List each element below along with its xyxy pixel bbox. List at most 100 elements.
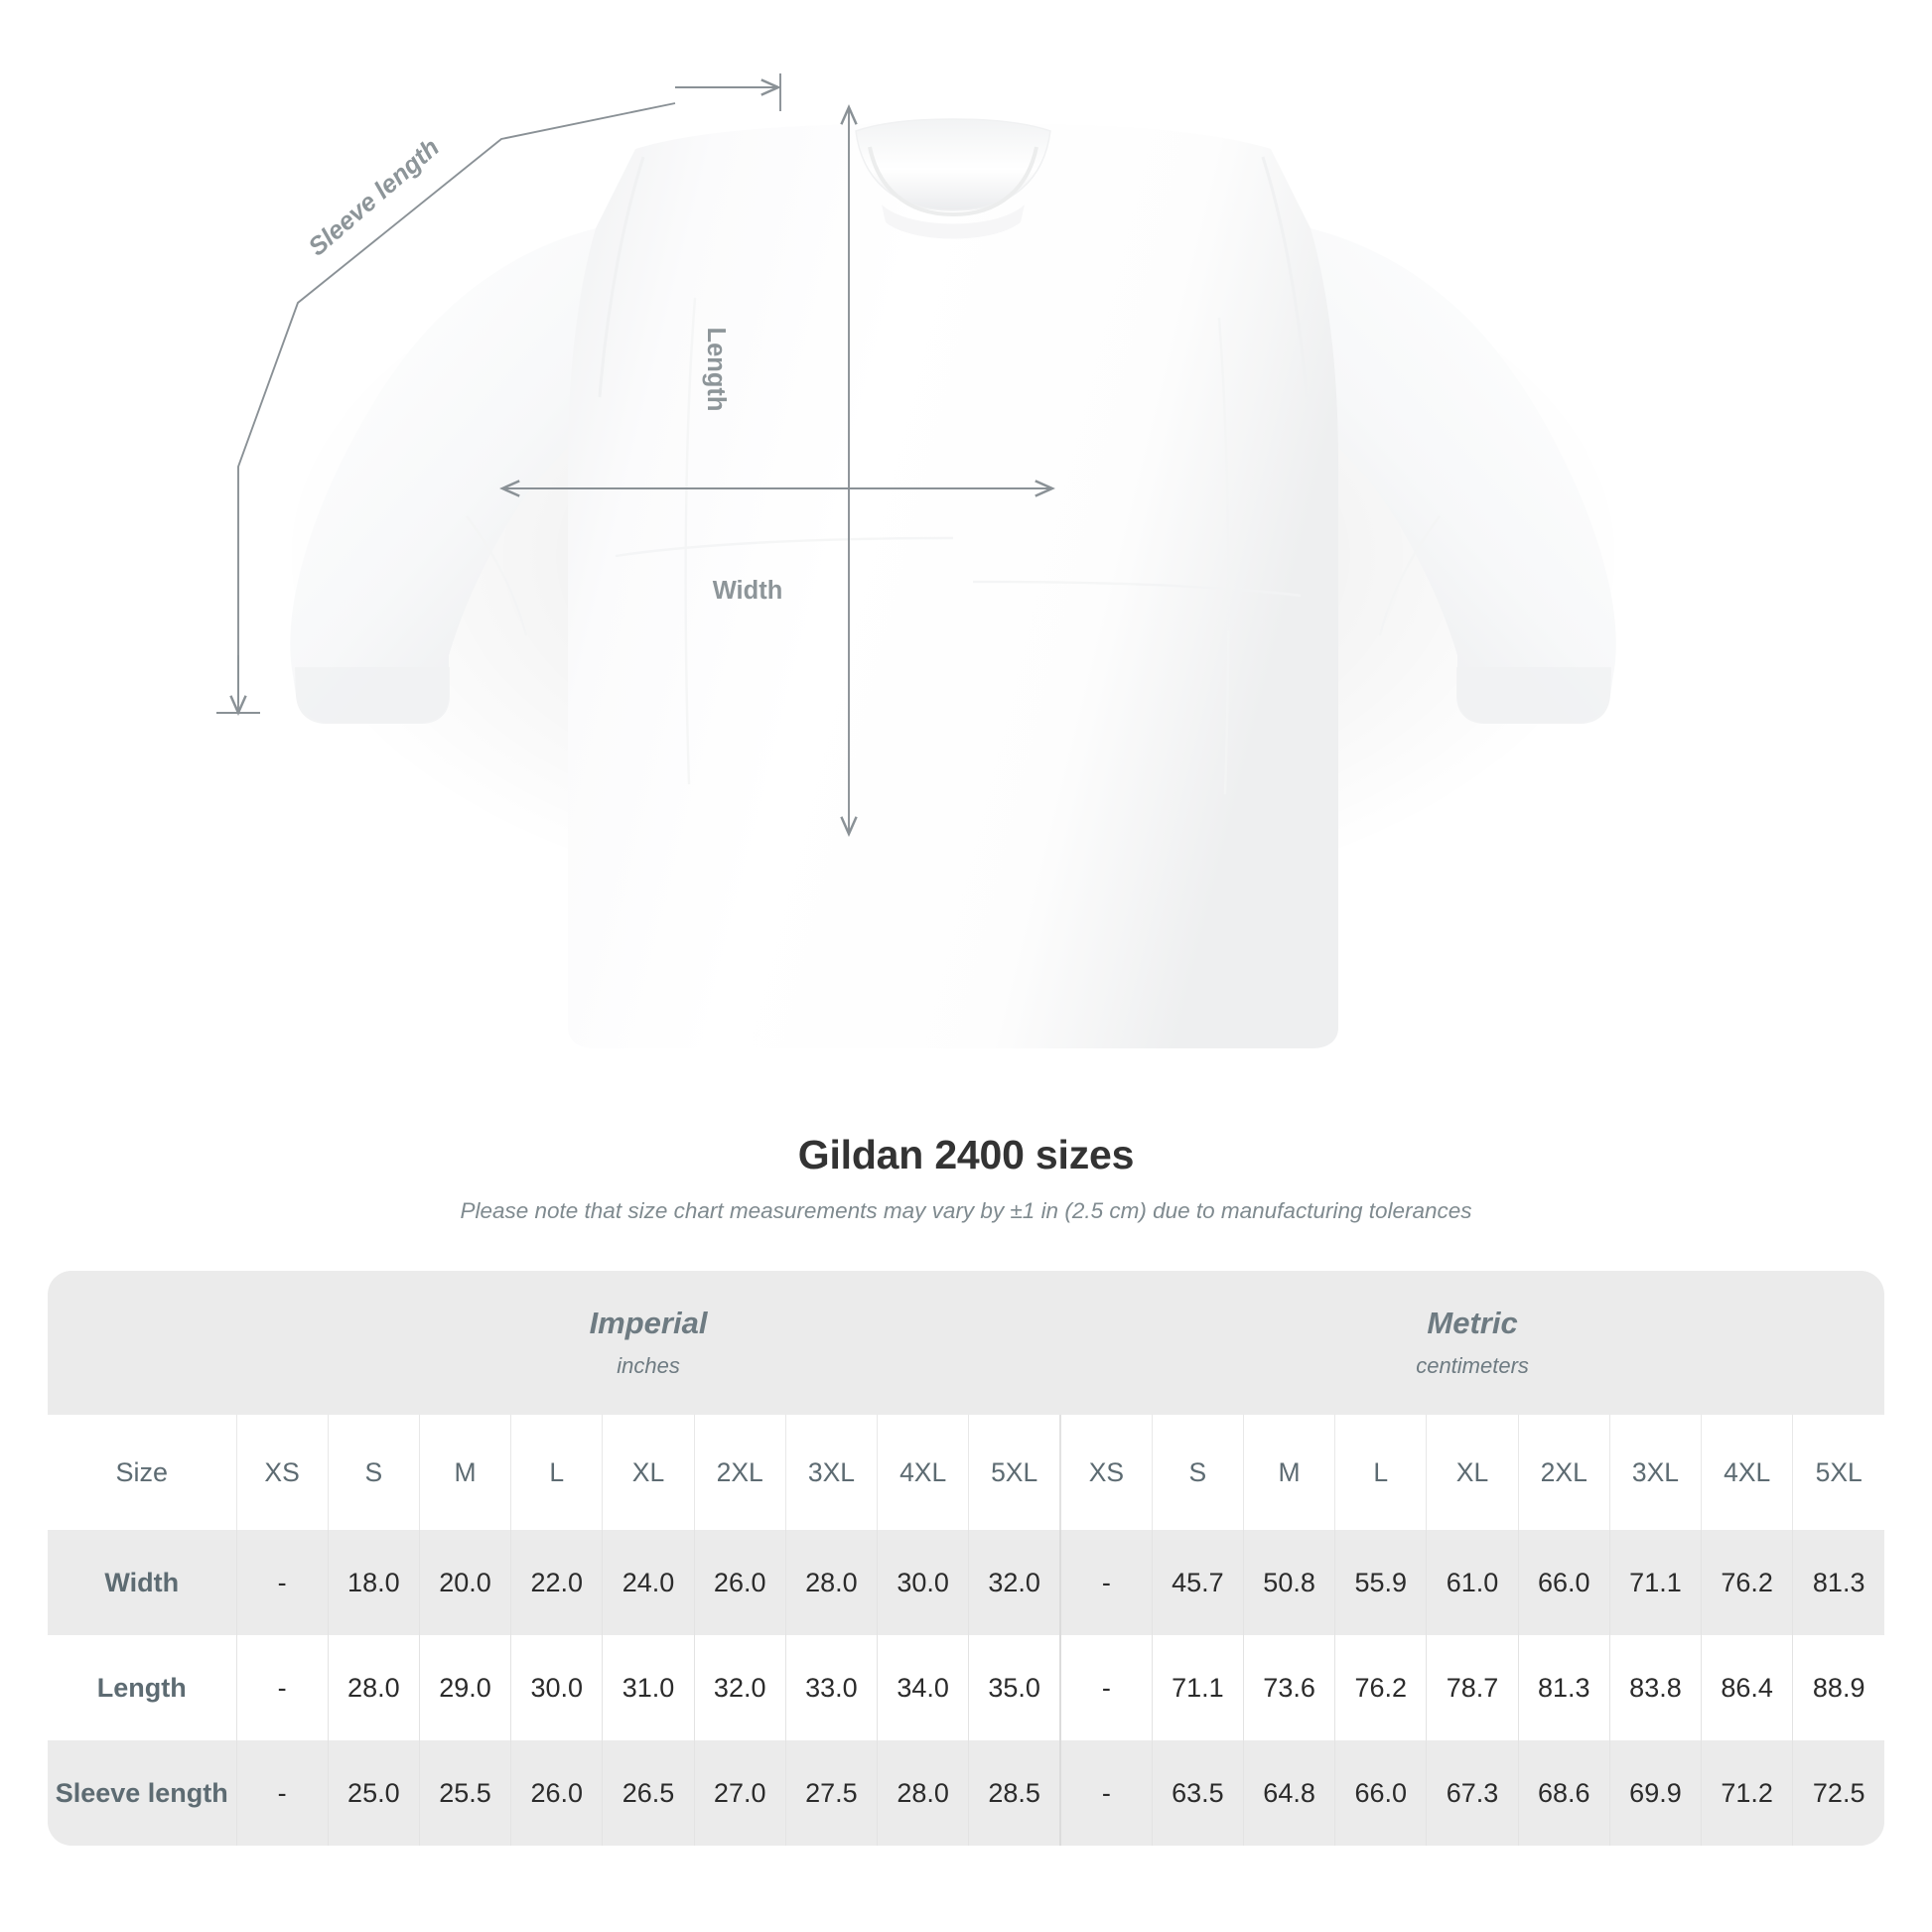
table-row: Width -18.0 20.0 22.0 24.0 26.0 28.0 30.0 32.0-4… [48,1530,1885,1635]
cell-sleeve-length-imperial-5XL: 28.5 [968,1740,1061,1846]
shirt-body [568,123,1338,1048]
table-row: Sleeve length -25.0 25.5 26.0 26.5 27.0 27.5 28… [48,1740,1885,1846]
cell-sleeve-length-imperial-S: 25.0 [327,1740,420,1846]
cell-length-imperial-2XL: 32.0 [693,1635,786,1740]
cell-length-imperial-S: 28.0 [327,1635,420,1740]
cell-length-imperial-3XL: 33.0 [784,1635,878,1740]
cell-sleeve-length-imperial-L: 26.0 [510,1740,603,1846]
size-header-imperial-3XL: 3XL [784,1415,878,1530]
cell-length-imperial-XS: - [235,1635,329,1740]
cell-length-metric-XL: 78.7 [1426,1635,1519,1740]
cell-sleeve-length-metric-3XL: 69.9 [1608,1740,1702,1846]
cell-width-imperial-4XL: 30.0 [877,1530,969,1635]
cell-sleeve-length-metric-5XL: 72.5 [1792,1740,1885,1846]
cell-length-imperial-4XL: 34.0 [877,1635,969,1740]
size-header-imperial-S: S [327,1415,420,1530]
cell-sleeve-length-metric-2XL: 68.6 [1517,1740,1610,1846]
right-cuff [1456,667,1611,724]
cell-width-metric-M: 50.8 [1242,1530,1335,1635]
size-header-metric-XS: XS [1059,1415,1153,1530]
cell-length-metric-3XL: 83.8 [1608,1635,1702,1740]
cell-length-metric-S: 71.1 [1151,1635,1244,1740]
size-header-metric-L: L [1334,1415,1427,1530]
cell-width-metric-5XL: 81.3 [1792,1530,1885,1635]
size-header-metric-S: S [1151,1415,1244,1530]
unit-header-row: Imperial inches Metric centimeters [48,1271,1885,1415]
cell-length-imperial-5XL: 35.0 [968,1635,1061,1740]
row-label-sleeve-length: Sleeve length [48,1740,236,1846]
cell-width-metric-4XL: 76.2 [1701,1530,1793,1635]
cell-sleeve-length-metric-L: 66.0 [1334,1740,1427,1846]
cell-sleeve-length-imperial-4XL: 28.0 [877,1740,969,1846]
collar-inner-edge [868,146,1038,217]
size-chart-table: Imperial inches Metric centimeters Size XS S M L… [48,1271,1885,1846]
cell-length-imperial-M: 29.0 [418,1635,511,1740]
fabric-folds [466,297,1441,795]
size-header-imperial-L: L [510,1415,603,1530]
cell-sleeve-length-metric-4XL: 71.2 [1701,1740,1793,1846]
unit-header-spacer [48,1271,236,1415]
garment-svg: Sleeve length Length Width [216,73,1628,1048]
cell-length-metric-M: 73.6 [1242,1635,1335,1740]
cell-sleeve-length-imperial-XL: 26.5 [602,1740,695,1846]
cell-width-imperial-5XL: 32.0 [968,1530,1061,1635]
row-label-length: Length [48,1635,236,1740]
size-header-metric-3XL: 3XL [1608,1415,1702,1530]
tolerance-note: Please note that size chart measurements… [460,1198,1472,1223]
size-header-imperial-4XL: 4XL [877,1415,969,1530]
right-shoulder-seam [1261,156,1309,398]
cell-sleeve-length-metric-M: 64.8 [1242,1740,1335,1846]
size-header-imperial-XL: XL [602,1415,695,1530]
cell-length-imperial-L: 30.0 [510,1635,603,1740]
unit-group-metric: Metric centimeters [1060,1271,1885,1415]
cell-length-metric-2XL: 81.3 [1517,1635,1610,1740]
title-block: Gildan 2400 sizes Please note that size … [0,1132,1932,1224]
size-header-imperial-2XL: 2XL [693,1415,786,1530]
garment-illustration: Sleeve length Length Width [216,73,1628,1048]
cell-width-imperial-M: 20.0 [418,1530,511,1635]
right-sleeve [1311,228,1616,723]
cell-width-imperial-S: 18.0 [327,1530,420,1635]
cell-sleeve-length-imperial-M: 25.5 [418,1740,511,1846]
cell-sleeve-length-imperial-3XL: 27.5 [784,1740,878,1846]
cell-width-imperial-2XL: 26.0 [693,1530,786,1635]
cell-width-metric-XL: 61.0 [1426,1530,1519,1635]
size-header-metric-4XL: 4XL [1701,1415,1793,1530]
garment-shape [290,118,1616,1048]
length-label: Length [702,328,730,412]
cell-width-metric-XS: - [1059,1530,1153,1635]
size-header-metric-XL: XL [1426,1415,1519,1530]
cell-width-imperial-L: 22.0 [510,1530,603,1635]
size-header-metric-5XL: 5XL [1792,1415,1885,1530]
cell-sleeve-length-imperial-2XL: 27.0 [693,1740,786,1846]
cell-length-metric-4XL: 86.4 [1701,1635,1793,1740]
cell-length-metric-L: 76.2 [1334,1635,1427,1740]
cell-sleeve-length-metric-XS: - [1059,1740,1153,1846]
row-label-width: Width [48,1530,236,1635]
cell-sleeve-length-imperial-XS: - [235,1740,329,1846]
left-cuff [295,667,450,724]
size-header-metric-M: M [1242,1415,1335,1530]
neck-opening [882,205,1025,239]
size-row-label: Size [48,1415,236,1530]
cell-sleeve-length-metric-S: 63.5 [1151,1740,1244,1846]
cell-width-imperial-XS: - [235,1530,329,1635]
size-header-metric-2XL: 2XL [1517,1415,1610,1530]
page-title: Gildan 2400 sizes [797,1132,1135,1177]
cell-width-imperial-XL: 24.0 [602,1530,695,1635]
table-row: Length -28.0 29.0 30.0 31.0 32.0 33.0 34.0 35.0-… [48,1635,1885,1740]
left-sleeve [290,228,596,723]
cell-width-metric-2XL: 66.0 [1517,1530,1610,1635]
unit-group-name: Metric [1427,1306,1518,1341]
sleeve-length-guide [237,102,676,703]
unit-group-sub: centimeters [1416,1352,1529,1378]
cell-length-imperial-XL: 31.0 [602,1635,695,1740]
cell-width-metric-3XL: 71.1 [1608,1530,1702,1635]
left-shoulder-seam [598,156,645,398]
size-header-row: Size XS S M L XL 2XL 3XL 4XL 5XL XS S M L XL 2XL 3XL 4XL 5… [48,1415,1885,1530]
measurement-annotations [216,73,1055,837]
cell-length-metric-5XL: 88.9 [1792,1635,1885,1740]
cell-sleeve-length-metric-XL: 67.3 [1426,1740,1519,1846]
unit-group-imperial: Imperial inches [236,1271,1061,1415]
width-label: Width [713,577,783,605]
